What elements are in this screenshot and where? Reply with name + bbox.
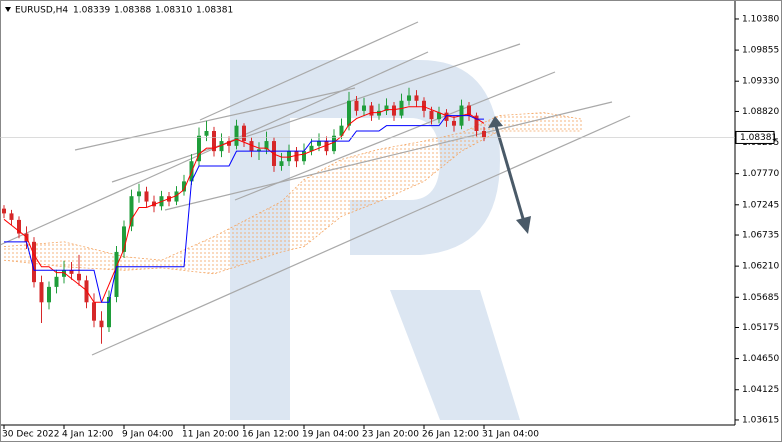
y-tick-label: 1.07245 [742,200,779,210]
candle-body [129,196,134,227]
candle-body [347,100,351,126]
candle-body [392,105,396,116]
candle-body [369,105,374,116]
candle-body [47,286,51,303]
candle-body [354,100,359,111]
candle-body [54,276,59,287]
candle-body [2,208,6,214]
candle-body [212,130,216,152]
candle-body [144,191,149,202]
candle-body [414,95,419,101]
candle-body [452,120,456,126]
ohlc-open: 1.08339 [73,6,110,16]
candle-body [444,112,449,121]
y-tick-label: 1.05685 [742,293,779,303]
candle-body [62,270,66,277]
cloud-span-b [3,130,582,275]
candle-body [467,105,471,116]
candle-body [32,241,36,283]
x-tick-label: 11 Jan 20:00 [182,430,239,440]
y-tick-label: 1.04125 [742,385,779,395]
candle-body [92,302,96,321]
candle-body [309,145,314,152]
x-tick-label: 19 Jan 04:00 [302,430,359,440]
candle-body [107,296,111,328]
y-tick-label: 1.08820 [742,107,779,117]
symbol: EURUSD,H4 [15,6,68,16]
ohlc-close: 1.08381 [196,6,233,16]
candle-body [152,201,156,207]
candle-body [279,161,284,166]
candle-body [9,213,14,220]
candle-body [429,110,434,120]
candle-body [122,226,126,252]
candle-body [17,219,21,234]
forecast-arrow [488,116,531,234]
y-tick-label: 1.04650 [742,354,779,364]
candle-body [137,191,141,197]
ohlc-high: 1.08388 [114,6,151,16]
candle-body [77,273,81,281]
candle-body [197,135,201,162]
candle-body [257,149,261,152]
candle-body [287,151,291,162]
candle-body [482,130,486,138]
y-tick-label: 1.09855 [742,46,779,56]
candle-body [317,141,321,146]
ichimoku-cloud [4,112,582,274]
y-tick-label: 1.05175 [742,323,779,333]
indicator-line [4,115,484,303]
x-tick-label: 30 Dec 2022 [2,430,60,440]
x-tick-label: 26 Jan 12:00 [422,430,479,440]
candle-body [174,191,179,202]
y-tick-label: 1.06210 [742,262,779,272]
y-tick-label: 1.06735 [742,231,779,241]
y-tick-label: 1.10380 [742,14,779,24]
x-tick-label: 16 Jan 12:00 [242,430,299,440]
cloud-span-a [3,112,582,261]
indicator-line [3,106,485,303]
candle-body [99,320,104,328]
candle-body [384,105,389,111]
candle-body [339,125,344,136]
candle-body [234,125,239,146]
candle-body [227,141,231,146]
candle-body [242,125,246,142]
candle-body [204,130,209,136]
candle-body [264,141,269,150]
candle-body [249,141,254,152]
candle-body [407,95,411,101]
candle-body [437,112,441,120]
candle-body [39,282,44,303]
candle-body [422,100,426,111]
x-tick-label: 23 Jan 20:00 [362,430,419,440]
candle-body [474,115,479,131]
y-tick-label: 1.09330 [742,77,779,87]
candle-body [294,151,299,162]
candle-body [302,151,306,162]
x-tick-label: 9 Jan 04:00 [122,430,174,440]
x-tick-label: 4 Jan 12:00 [62,430,114,440]
candle-body [324,141,329,152]
menu-triangle [5,7,11,12]
x-tick-label: 31 Jan 04:00 [482,430,539,440]
y-tick-label: 1.07770 [742,169,779,179]
last-price-box [735,130,775,144]
ohlc-low: 1.08310 [155,6,192,16]
candle-body [332,135,336,152]
candle-body [219,141,224,152]
candle-body [362,105,366,111]
last-price-label: 1.08381 [740,133,777,143]
y-tick-label: 1.03615 [742,415,779,425]
candle-body [69,270,74,274]
candle-body [377,110,381,116]
candle-body [114,251,119,297]
candle-body [182,181,186,192]
